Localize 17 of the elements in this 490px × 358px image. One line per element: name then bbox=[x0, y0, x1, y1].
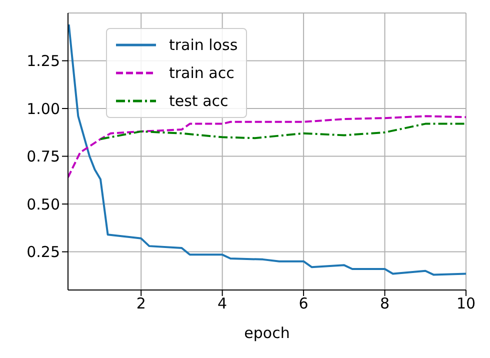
legend-label: train loss bbox=[169, 35, 238, 56]
line-series bbox=[99, 122, 466, 140]
x-axis-title: epoch bbox=[244, 324, 290, 342]
y-tick-label: 0.75 bbox=[26, 148, 60, 166]
y-tick-label: 1.25 bbox=[26, 52, 60, 70]
x-tick-label: 2 bbox=[136, 294, 146, 313]
y-tick-label: 0.50 bbox=[26, 195, 60, 214]
legend-label: train acc bbox=[169, 63, 234, 84]
legend-label: test acc bbox=[169, 91, 228, 112]
x-tick-label: 10 bbox=[456, 294, 476, 313]
y-tick-label: 1.00 bbox=[26, 100, 60, 118]
x-tick-label: 4 bbox=[218, 294, 228, 313]
y-tick-label: 0.25 bbox=[26, 243, 60, 262]
line-series bbox=[68, 23, 466, 276]
x-tick-label: 8 bbox=[380, 294, 390, 313]
line-series bbox=[68, 115, 466, 178]
x-tick-label: 6 bbox=[298, 294, 308, 313]
